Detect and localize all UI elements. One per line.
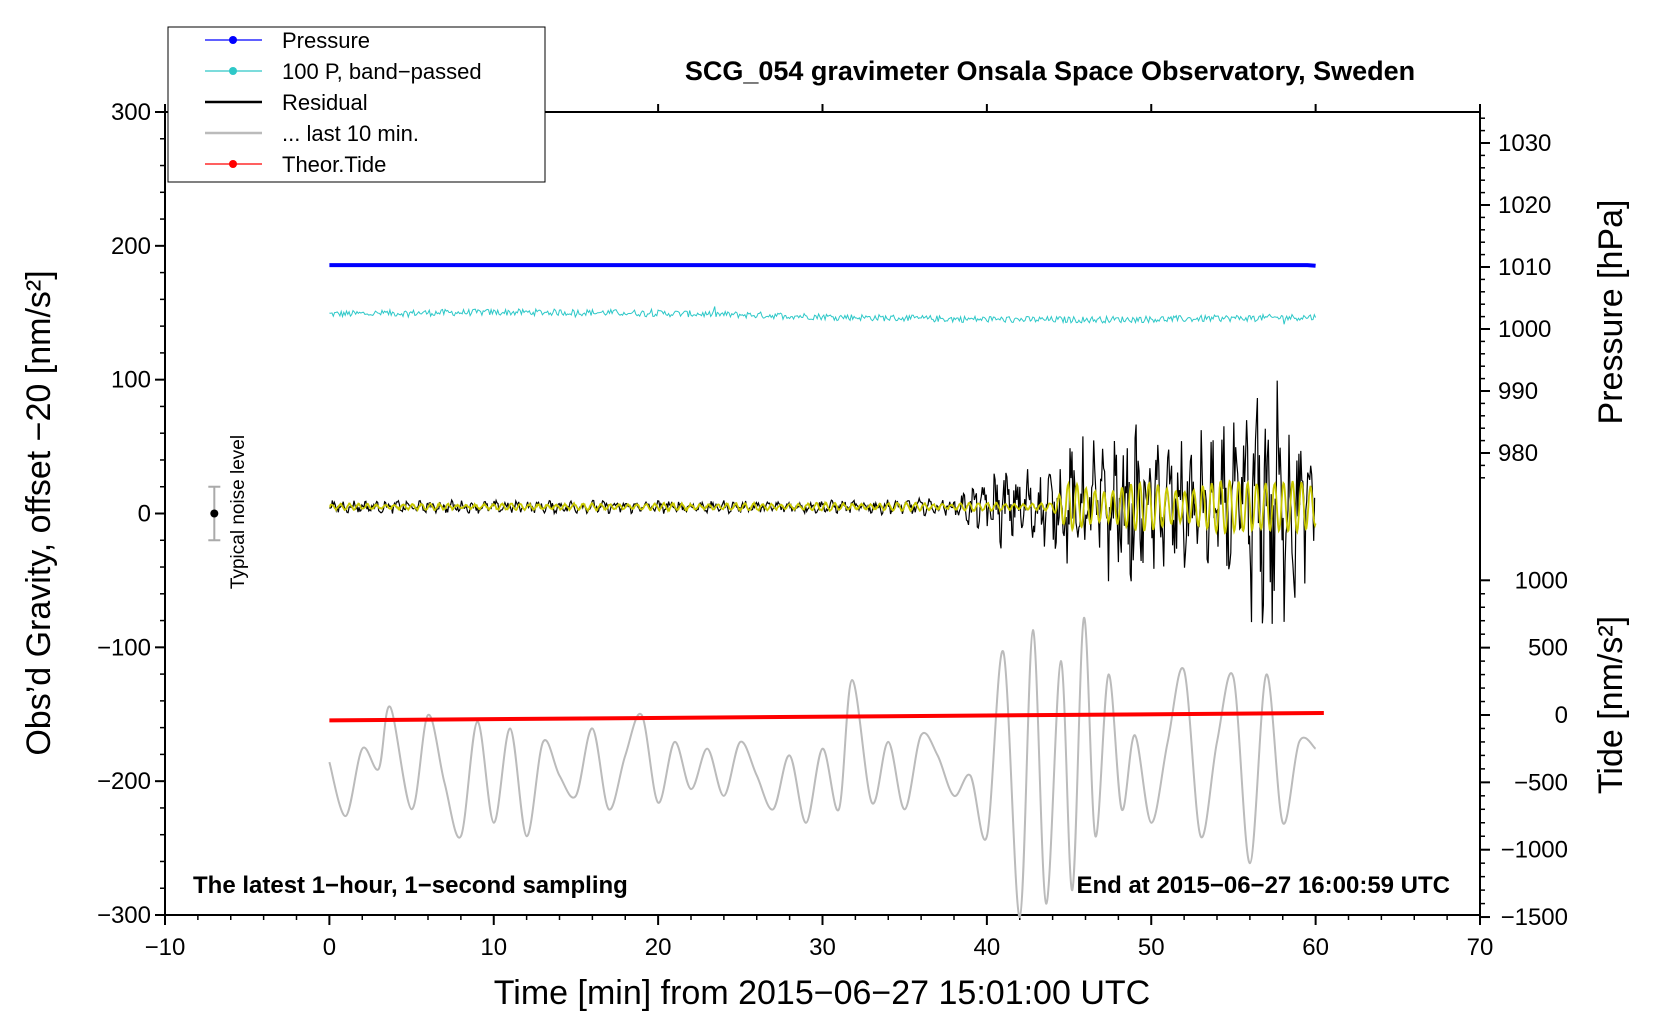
band-passed-line	[329, 306, 1317, 325]
y-tick-label: 0	[138, 501, 151, 528]
legend-label: ... last 10 min.	[282, 121, 419, 146]
pressure-tick-label: 1000	[1498, 316, 1551, 343]
y-tick-label: −300	[97, 902, 151, 929]
y-tick-label: −100	[97, 634, 151, 661]
last-10-min-line	[328, 616, 1317, 919]
x-axis-label: Time [min] from 2015−06−27 15:01:00 UTC	[494, 974, 1150, 1012]
x-tick-label: 30	[809, 934, 836, 961]
tide-axis-label: Tide [nm/s²]	[1592, 616, 1630, 794]
tide-tick-label: −1500	[1501, 904, 1568, 931]
x-tick-label: 10	[480, 934, 507, 961]
left-y-axis-ticks: −300 −200 −100 0 100 200 300	[97, 99, 165, 929]
y-tick-label: −200	[97, 768, 151, 795]
legend-marker	[229, 160, 237, 168]
pressure-tick-label: 1010	[1498, 254, 1551, 281]
legend-label: Pressure	[282, 28, 370, 53]
x-tick-label: 20	[645, 934, 672, 961]
pressure-tick-label: 1020	[1498, 192, 1551, 219]
x-tick-label: 70	[1467, 934, 1494, 961]
residual-smoothed-line	[329, 479, 1317, 536]
tide-tick-label: 1000	[1515, 567, 1568, 594]
tide-tick-label: 0	[1555, 702, 1568, 729]
x-tick-label: −10	[145, 934, 186, 961]
legend-label: 100 P, band−passed	[282, 59, 482, 84]
pressure-axis-ticks: 980 990 1000 1010 1020 1030	[1480, 117, 1551, 479]
end-time-annotation: End at 2015−06−27 16:00:59 UTC	[1076, 872, 1450, 899]
series-layer	[328, 263, 1324, 919]
x-tick-label: 40	[974, 934, 1001, 961]
plot-frame	[164, 111, 1481, 916]
residual-line	[329, 380, 1316, 624]
noise-level-label: Typical noise level	[228, 435, 249, 589]
tide-tick-label: −1000	[1501, 837, 1568, 864]
tide-tick-label: −500	[1514, 769, 1568, 796]
legend-label: Theor.Tide	[282, 152, 386, 177]
y-tick-label: 100	[111, 367, 151, 394]
legend-marker	[229, 67, 237, 75]
legend: Pressure 100 P, band−passed Residual ... la…	[167, 26, 546, 183]
x-tick-label: 50	[1138, 934, 1165, 961]
noise-center-dot	[210, 509, 219, 518]
theor-tide-line	[329, 710, 1324, 723]
x-tick-label: 0	[323, 934, 336, 961]
pressure-tick-label: 980	[1498, 440, 1538, 467]
legend-box	[167, 26, 546, 183]
chart-title: SCG_054 gravimeter Onsala Space Observat…	[685, 56, 1415, 86]
pressure-axis-label: Pressure [hPa]	[1592, 200, 1630, 425]
legend-label: Residual	[282, 90, 368, 115]
noise-level-indicator: Typical noise level	[208, 435, 249, 589]
y-tick-label: 300	[111, 99, 151, 126]
y-tick-label: 200	[111, 233, 151, 260]
tide-axis-ticks: −1500 −1000 −500 0 500 1000	[1480, 567, 1568, 931]
left-y-axis-label: Obs’d Gravity, offset −20 [nm/s²]	[20, 270, 58, 755]
sampling-annotation: The latest 1−hour, 1−second sampling	[193, 872, 628, 899]
pressure-tick-label: 990	[1498, 378, 1538, 405]
pressure-line	[329, 263, 1316, 268]
pressure-tick-label: 1030	[1498, 130, 1551, 157]
x-tick-label: 60	[1302, 934, 1329, 961]
x-axis-ticks: −10 0 10 20 30 40 50 60 70	[145, 104, 1494, 961]
tide-tick-label: 500	[1528, 635, 1568, 662]
legend-marker	[229, 36, 237, 44]
